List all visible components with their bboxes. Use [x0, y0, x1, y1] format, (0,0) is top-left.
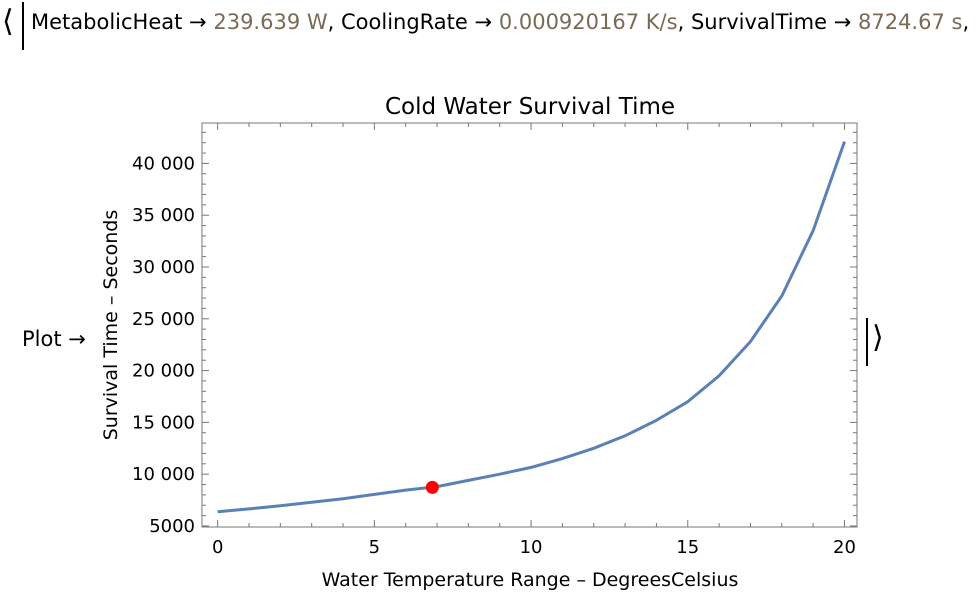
- current-temperature-marker: [425, 480, 439, 494]
- cooling-rate-value: 0.000920167 K/s: [498, 10, 678, 34]
- y-axis-label: Survival Time – Seconds: [100, 210, 122, 441]
- separator: ,: [327, 10, 335, 34]
- y-tick-label: 15 000: [132, 412, 195, 433]
- y-tick-label: 5000: [149, 516, 195, 537]
- x-tick-label: 5: [369, 537, 380, 558]
- cooling-rate-key: CoolingRate: [341, 10, 468, 34]
- y-tick-label: 20 000: [132, 361, 195, 382]
- plot-key-label: Plot: [22, 327, 62, 351]
- y-tick-label: 10 000: [132, 464, 195, 485]
- separator: ,: [962, 10, 970, 34]
- y-axis-ticks: 5000 10 000 15 000 20 000 25 000 30 000 35 000…: [132, 131, 857, 537]
- x-tick-label: 20: [833, 537, 856, 558]
- x-tick-label: 10: [520, 537, 543, 558]
- plot-frame: [201, 122, 858, 528]
- y-tick-label: 40 000: [132, 153, 195, 174]
- x-tick-label: 0: [212, 537, 223, 558]
- open-angle-bracket: ⟨: [2, 4, 14, 39]
- arrow: →: [68, 327, 86, 351]
- chart-title: Cold Water Survival Time: [385, 94, 675, 120]
- survival-time-key: SurvivalTime: [690, 10, 827, 34]
- x-axis-label: Water Temperature Range – DegreesCelsius: [322, 569, 739, 591]
- close-angle-bracket: ⟩: [872, 320, 884, 355]
- association-entries: MetabolicHeat → 239.639 W, CoolingRate →…: [31, 10, 969, 34]
- y-tick-label: 30 000: [132, 257, 195, 278]
- y-tick-label: 25 000: [132, 309, 195, 330]
- separator: ,: [677, 10, 685, 34]
- metabolic-heat-value: 239.639 W: [213, 10, 328, 34]
- close-bar: [866, 318, 868, 366]
- x-tick-label: 15: [676, 537, 699, 558]
- metabolic-heat-key: MetabolicHeat: [31, 10, 183, 34]
- y-tick-label: 35 000: [132, 205, 195, 226]
- arrow: →: [189, 10, 207, 34]
- survival-time-value: 8724.67 s: [857, 10, 963, 34]
- arrow: →: [833, 10, 852, 34]
- survival-time-curve: [217, 141, 846, 514]
- open-bar: [22, 2, 24, 50]
- association-row: ⟨ MetabolicHeat → 239.639 W, CoolingRate…: [0, 0, 978, 50]
- x-axis-ticks: 0 5 10 15 20: [212, 123, 856, 558]
- plot-key: Plot →: [22, 327, 86, 351]
- arrow: →: [474, 10, 493, 34]
